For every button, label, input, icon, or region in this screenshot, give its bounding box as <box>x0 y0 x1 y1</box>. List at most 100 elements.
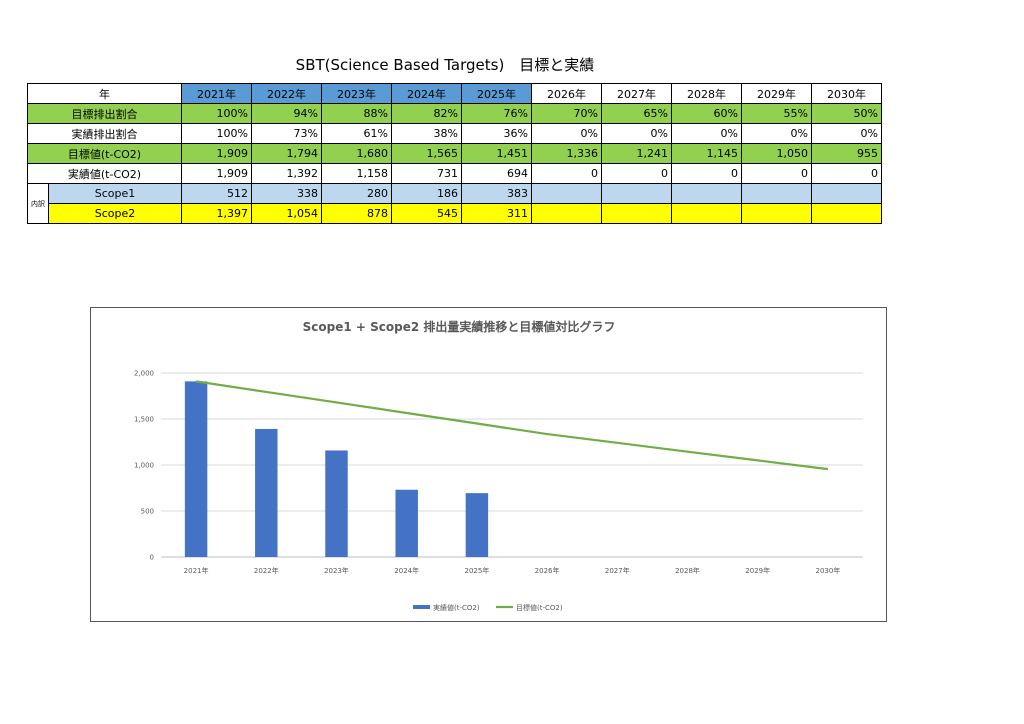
breakdown-label: 内訳 <box>27 183 49 224</box>
table-cell: 0% <box>671 123 742 144</box>
actual-bar <box>465 493 489 557</box>
row-label: Scope2 <box>48 203 182 224</box>
actual-value-row: 実績値(t-CO2) 1,909 1,392 1,158 731 694 0 0 0 0 0 <box>27 163 882 184</box>
year-header-cell: 2024年 <box>391 83 462 104</box>
scope2-row: Scope2 1,397 1,054 878 545 311 <box>28 203 882 224</box>
table-cell: 1,054 <box>251 203 322 224</box>
y-tick-label: 1,000 <box>134 462 154 470</box>
table-cell <box>741 183 812 204</box>
y-tick-label: 1,500 <box>134 416 154 424</box>
year-header-cell: 2027年 <box>601 83 672 104</box>
table-cell: 0 <box>741 163 812 184</box>
table-cell: 70% <box>531 103 602 124</box>
table-cell: 61% <box>321 123 392 144</box>
table-cell: 1,158 <box>321 163 392 184</box>
year-header-cell: 2023年 <box>321 83 392 104</box>
row-label: 実績排出割合 <box>27 123 182 144</box>
x-tick-label: 2026年 <box>535 566 560 575</box>
table-cell <box>531 183 602 204</box>
table-cell: 65% <box>601 103 672 124</box>
bar-layer <box>184 381 489 557</box>
legend-swatch-actual <box>413 605 430 609</box>
table-cell <box>601 183 672 204</box>
x-tick-label: 2028年 <box>675 566 700 575</box>
table-cell: 1,909 <box>181 143 252 164</box>
x-tick-label: 2029年 <box>745 566 770 575</box>
table-cell: 50% <box>811 103 882 124</box>
chart-title: Scope1 + Scope2 排出量実績推移と目標値対比グラフ <box>303 319 616 334</box>
table-header-row: 年 2021年 2022年 2023年 2024年 2025年 2026年 2027年 2028… <box>27 83 882 104</box>
actual-bar <box>395 489 418 557</box>
table-cell: 0% <box>601 123 672 144</box>
table-cell: 383 <box>461 183 532 204</box>
table-cell: 186 <box>391 183 462 204</box>
target-ratio-row: 目標排出割合 100% 94% 88% 82% 76% 70% 65% 60% 55% 50% <box>27 103 882 124</box>
year-header-cell: 2025年 <box>461 83 532 104</box>
target-value-row: 目標値(t-CO2) 1,909 1,794 1,680 1,565 1,451 1,336… <box>27 143 882 164</box>
year-header-cell: 2021年 <box>181 83 252 104</box>
table-cell <box>741 203 812 224</box>
x-tick-label: 2022年 <box>254 566 279 575</box>
row-label: 目標排出割合 <box>27 103 182 124</box>
table-cell <box>531 203 602 224</box>
table-cell: 100% <box>181 123 252 144</box>
table-cell: 1,451 <box>461 143 532 164</box>
table-cell: 0 <box>601 163 672 184</box>
emissions-chart: Scope1 + Scope2 排出量実績推移と目標値対比グラフ 0 500 1,0… <box>90 307 887 622</box>
year-header-cell: 2029年 <box>741 83 812 104</box>
table-cell: 1,241 <box>601 143 672 164</box>
table-cell: 1,680 <box>321 143 392 164</box>
table-cell: 0% <box>741 123 812 144</box>
chart-svg: Scope1 + Scope2 排出量実績推移と目標値対比グラフ 0 500 1,0… <box>134 319 863 612</box>
table-cell: 76% <box>461 103 532 124</box>
year-header-cell: 2028年 <box>671 83 742 104</box>
table-cell: 955 <box>811 143 882 164</box>
table-cell: 88% <box>321 103 392 124</box>
table-cell: 338 <box>251 183 322 204</box>
row-label: Scope1 <box>48 183 182 204</box>
chart-legend: 実績値(t-CO2) 目標値(t-CO2) <box>413 603 563 612</box>
table-cell: 82% <box>391 103 462 124</box>
row-label: 実績値(t-CO2) <box>27 163 182 184</box>
table-cell: 1,050 <box>741 143 812 164</box>
table-cell: 1,145 <box>671 143 742 164</box>
table-cell: 73% <box>251 123 322 144</box>
year-header-cell: 2026年 <box>531 83 602 104</box>
table-cell: 0% <box>531 123 602 144</box>
actual-bar <box>325 450 348 557</box>
table-cell: 1,397 <box>181 203 252 224</box>
table-cell: 545 <box>391 203 462 224</box>
legend-label-target: 目標値(t-CO2) <box>516 603 563 612</box>
x-tick-label: 2025年 <box>464 566 489 575</box>
table-cell: 512 <box>181 183 252 204</box>
table-cell: 1,336 <box>531 143 602 164</box>
table-cell <box>811 203 882 224</box>
actual-bar <box>255 428 278 557</box>
table-cell <box>601 203 672 224</box>
table-cell: 0 <box>671 163 742 184</box>
table-cell: 694 <box>461 163 532 184</box>
axis-layer: 0 500 1,000 1,500 2,000 2021年 2022年 2023年 2024年 2… <box>134 370 840 576</box>
table-cell: 0 <box>811 163 882 184</box>
y-tick-label: 2,000 <box>134 370 154 378</box>
year-header-label: 年 <box>27 83 182 104</box>
x-tick-label: 2030年 <box>815 566 840 575</box>
table-cell: 1,794 <box>251 143 322 164</box>
year-header-cell: 2030年 <box>811 83 882 104</box>
table-cell: 311 <box>461 203 532 224</box>
table-cell: 0 <box>531 163 602 184</box>
table-cell: 55% <box>741 103 812 124</box>
line-layer <box>195 380 829 471</box>
year-header-cell: 2022年 <box>251 83 322 104</box>
row-label: 目標値(t-CO2) <box>27 143 182 164</box>
table-cell: 1,392 <box>251 163 322 184</box>
legend-label-actual: 実績値(t-CO2) <box>433 603 480 612</box>
table-cell: 0% <box>811 123 882 144</box>
page-title: SBT(Science Based Targets) 目標と実績 <box>295 56 595 74</box>
x-tick-label: 2024年 <box>394 566 419 575</box>
table-cell: 1,909 <box>181 163 252 184</box>
table-cell: 60% <box>671 103 742 124</box>
table-cell <box>671 203 742 224</box>
grid-layer <box>161 372 863 558</box>
actual-bar <box>184 381 208 557</box>
